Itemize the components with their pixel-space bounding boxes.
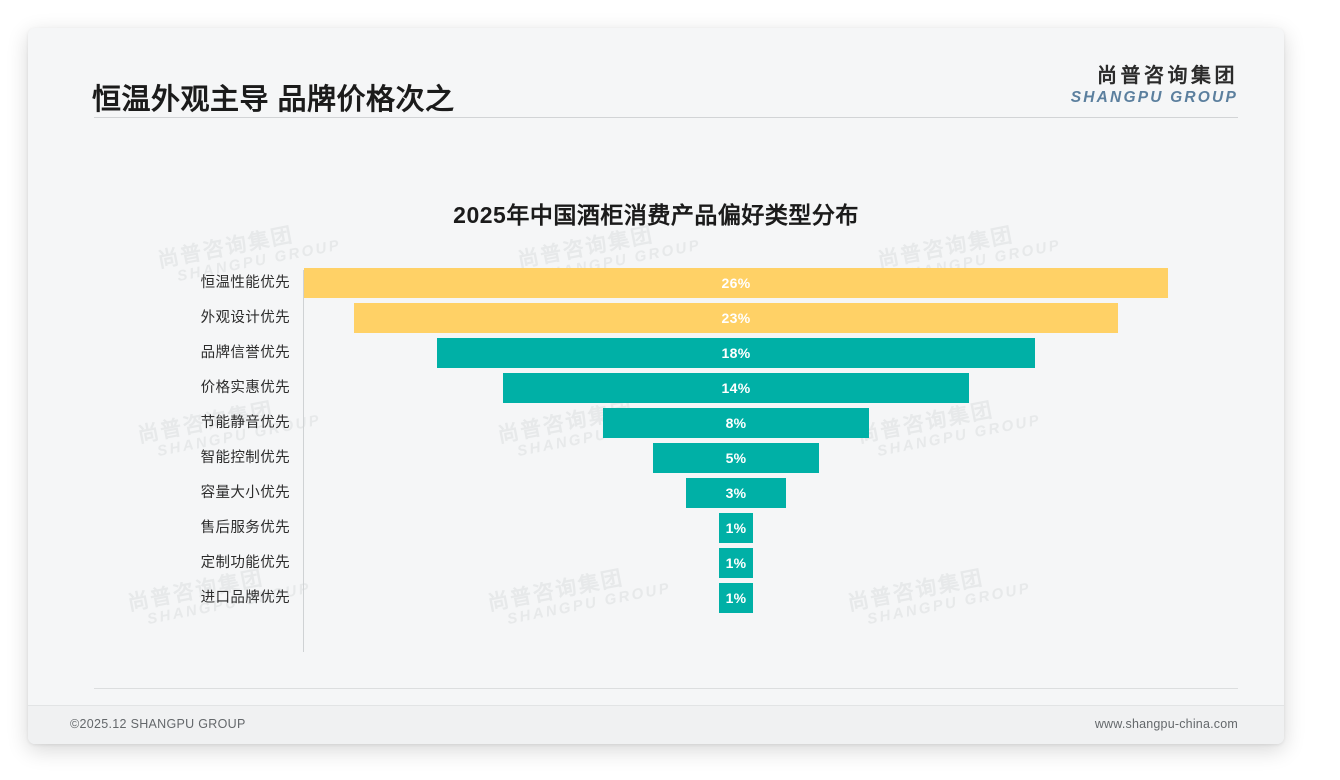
- chart-row: 外观设计优先 23%: [138, 301, 1168, 336]
- footer-copyright: ©2025.12 SHANGPU GROUP: [70, 717, 246, 731]
- note-divider: [94, 688, 1238, 689]
- funnel-chart: 恒温性能优先 26% 外观设计优先 23% 品牌信誉优先 18% 价格实惠优先 14% 节能静音…: [138, 266, 1168, 664]
- category-axis-line: [303, 270, 304, 652]
- category-label: 售后服务优先: [200, 520, 290, 536]
- bar-track: 1%: [304, 546, 1168, 581]
- chart-bar[interactable]: 23%: [353, 303, 1119, 333]
- category-label: 品牌信誉优先: [200, 345, 290, 361]
- bar-rows: 恒温性能优先 26% 外观设计优先 23% 品牌信誉优先 18% 价格实惠优先 14% 节能静音…: [138, 266, 1168, 616]
- chart-row: 节能静音优先 8%: [138, 406, 1168, 441]
- chart-bar[interactable]: 1%: [719, 513, 753, 543]
- category-label: 进口品牌优先: [200, 590, 290, 606]
- chart-row: 进口品牌优先 1%: [138, 581, 1168, 616]
- slide-header: 恒温外观主导 品牌价格次之 尚普咨询集团 SHANGPU GROUP: [28, 28, 1284, 120]
- chart-row: 智能控制优先 5%: [138, 441, 1168, 476]
- bar-track: 14%: [304, 371, 1168, 406]
- chart-bar[interactable]: 3%: [686, 478, 786, 508]
- bar-track: 18%: [304, 336, 1168, 371]
- brand-logo: 尚普咨询集团 SHANGPU GROUP: [1071, 65, 1238, 108]
- header-divider: [94, 117, 1238, 118]
- bar-track: 3%: [304, 476, 1168, 511]
- chart-bar[interactable]: 8%: [603, 408, 869, 438]
- slide-footer: ©2025.12 SHANGPU GROUP www.shangpu-china…: [28, 705, 1284, 744]
- chart-row: 恒温性能优先 26%: [138, 266, 1168, 301]
- bar-value-label: 23%: [721, 310, 751, 326]
- bar-track: 8%: [304, 406, 1168, 441]
- bar-value-label: 3%: [725, 485, 747, 501]
- category-label: 恒温性能优先: [200, 275, 290, 291]
- chart-row: 容量大小优先 3%: [138, 476, 1168, 511]
- bar-value-label: 8%: [725, 415, 747, 431]
- bar-value-label: 5%: [725, 450, 747, 466]
- slide-page: 尚普咨询集团 SHANGPU GROUP 尚普咨询集团 SHANGPU GROU…: [28, 28, 1284, 744]
- chart-row: 售后服务优先 1%: [138, 511, 1168, 546]
- bar-value-label: 1%: [725, 590, 747, 606]
- bar-track: 26%: [304, 266, 1168, 301]
- category-label: 容量大小优先: [200, 485, 290, 501]
- chart-bar[interactable]: 1%: [719, 548, 753, 578]
- category-label: 外观设计优先: [200, 310, 290, 326]
- brand-logo-cn: 尚普咨询集团: [1097, 65, 1238, 87]
- category-label: 价格实惠优先: [200, 380, 290, 396]
- footer-website[interactable]: www.shangpu-china.com: [1094, 717, 1238, 731]
- chart-bar[interactable]: 1%: [719, 583, 753, 613]
- chart-row: 价格实惠优先 14%: [138, 371, 1168, 406]
- brand-logo-en: SHANGPU GROUP: [1070, 89, 1238, 106]
- category-label: 智能控制优先: [200, 450, 290, 466]
- chart-row: 定制功能优先 1%: [138, 546, 1168, 581]
- bar-track: 5%: [304, 441, 1168, 476]
- bar-value-label: 26%: [721, 275, 751, 291]
- bar-track: 23%: [304, 301, 1168, 336]
- category-label: 定制功能优先: [200, 555, 290, 571]
- chart-bar[interactable]: 14%: [503, 373, 969, 403]
- bar-value-label: 1%: [725, 555, 747, 571]
- bar-track: 1%: [304, 581, 1168, 616]
- chart-bar[interactable]: 26%: [304, 268, 1168, 298]
- bar-value-label: 18%: [721, 345, 751, 361]
- page-title: 恒温外观主导 品牌价格次之: [92, 84, 455, 116]
- chart-title: 2025年中国酒柜消费产品偏好类型分布: [453, 202, 859, 228]
- chart-bar[interactable]: 18%: [436, 338, 1036, 368]
- bar-value-label: 1%: [725, 520, 747, 536]
- bar-value-label: 14%: [721, 380, 751, 396]
- chart-row: 品牌信誉优先 18%: [138, 336, 1168, 371]
- bar-track: 1%: [304, 511, 1168, 546]
- category-label: 节能静音优先: [200, 415, 290, 431]
- chart-bar[interactable]: 5%: [652, 443, 820, 473]
